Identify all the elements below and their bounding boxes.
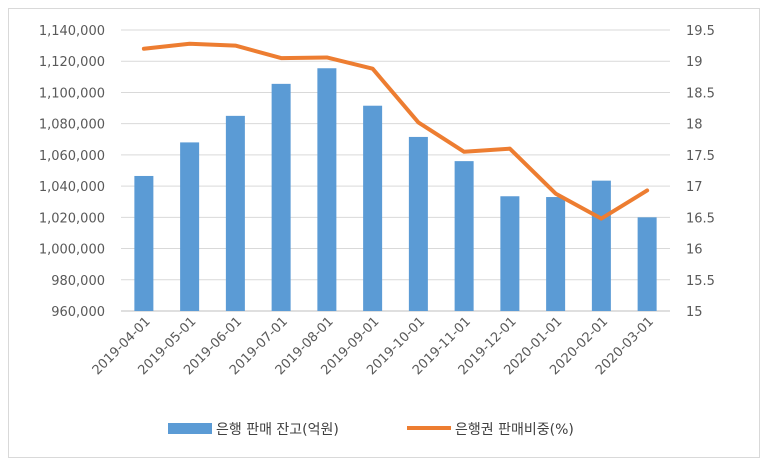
bar xyxy=(454,161,474,311)
bar xyxy=(591,180,611,311)
legend: 은행 판매 잔고(억원) 은행권 판매비중(%) xyxy=(168,422,574,438)
bar xyxy=(546,197,566,311)
bar xyxy=(180,142,200,311)
x-axis-tick-labels: 2019-04-012019-05-012019-06-012019-07-01… xyxy=(90,314,657,378)
right-tick-label: 15.5 xyxy=(686,274,715,289)
bar xyxy=(317,68,337,311)
left-tick-label: 1,120,000 xyxy=(39,55,105,70)
bar xyxy=(225,115,245,311)
right-tick-label: 16 xyxy=(686,243,703,258)
left-tick-label: 1,000,000 xyxy=(39,243,105,258)
legend-swatch-bar xyxy=(168,423,212,434)
legend-label-line: 은행권 판매비중(%) xyxy=(455,422,574,438)
bar-series xyxy=(134,68,657,311)
right-tick-label: 19.5 xyxy=(686,24,715,39)
line-series xyxy=(141,41,650,221)
right-tick-label: 16.5 xyxy=(686,211,715,226)
left-tick-label: 960,000 xyxy=(51,305,105,320)
left-axis-tick-labels: 960,000 980,000 1,000,000 1,020,000 1,040,00… xyxy=(39,24,105,320)
bar xyxy=(134,175,154,311)
right-tick-label: 15 xyxy=(686,305,703,320)
right-tick-label: 17.5 xyxy=(686,149,715,164)
right-tick-label: 18 xyxy=(686,118,703,133)
left-tick-label: 1,080,000 xyxy=(39,118,105,133)
line-path xyxy=(141,41,650,221)
left-tick-label: 1,020,000 xyxy=(39,211,105,226)
left-tick-label: 1,140,000 xyxy=(39,24,105,39)
bar xyxy=(408,136,428,311)
bar xyxy=(363,105,383,311)
left-tick-label: 1,060,000 xyxy=(39,149,105,164)
bar xyxy=(271,83,291,311)
left-tick-label: 980,000 xyxy=(51,274,105,289)
left-tick-label: 1,100,000 xyxy=(39,86,105,101)
right-tick-label: 19 xyxy=(686,55,703,70)
right-tick-label: 17 xyxy=(686,180,703,195)
bar xyxy=(500,196,520,311)
bar xyxy=(637,217,657,311)
legend-label-bar: 은행 판매 잔고(억원) xyxy=(216,422,339,438)
right-axis-tick-labels: 15 15.5 16 16.5 17 17.5 18 18.5 19 19.5 xyxy=(686,24,715,320)
left-tick-label: 1,040,000 xyxy=(39,180,105,195)
gridlines xyxy=(121,29,670,312)
right-tick-label: 18.5 xyxy=(686,86,715,101)
